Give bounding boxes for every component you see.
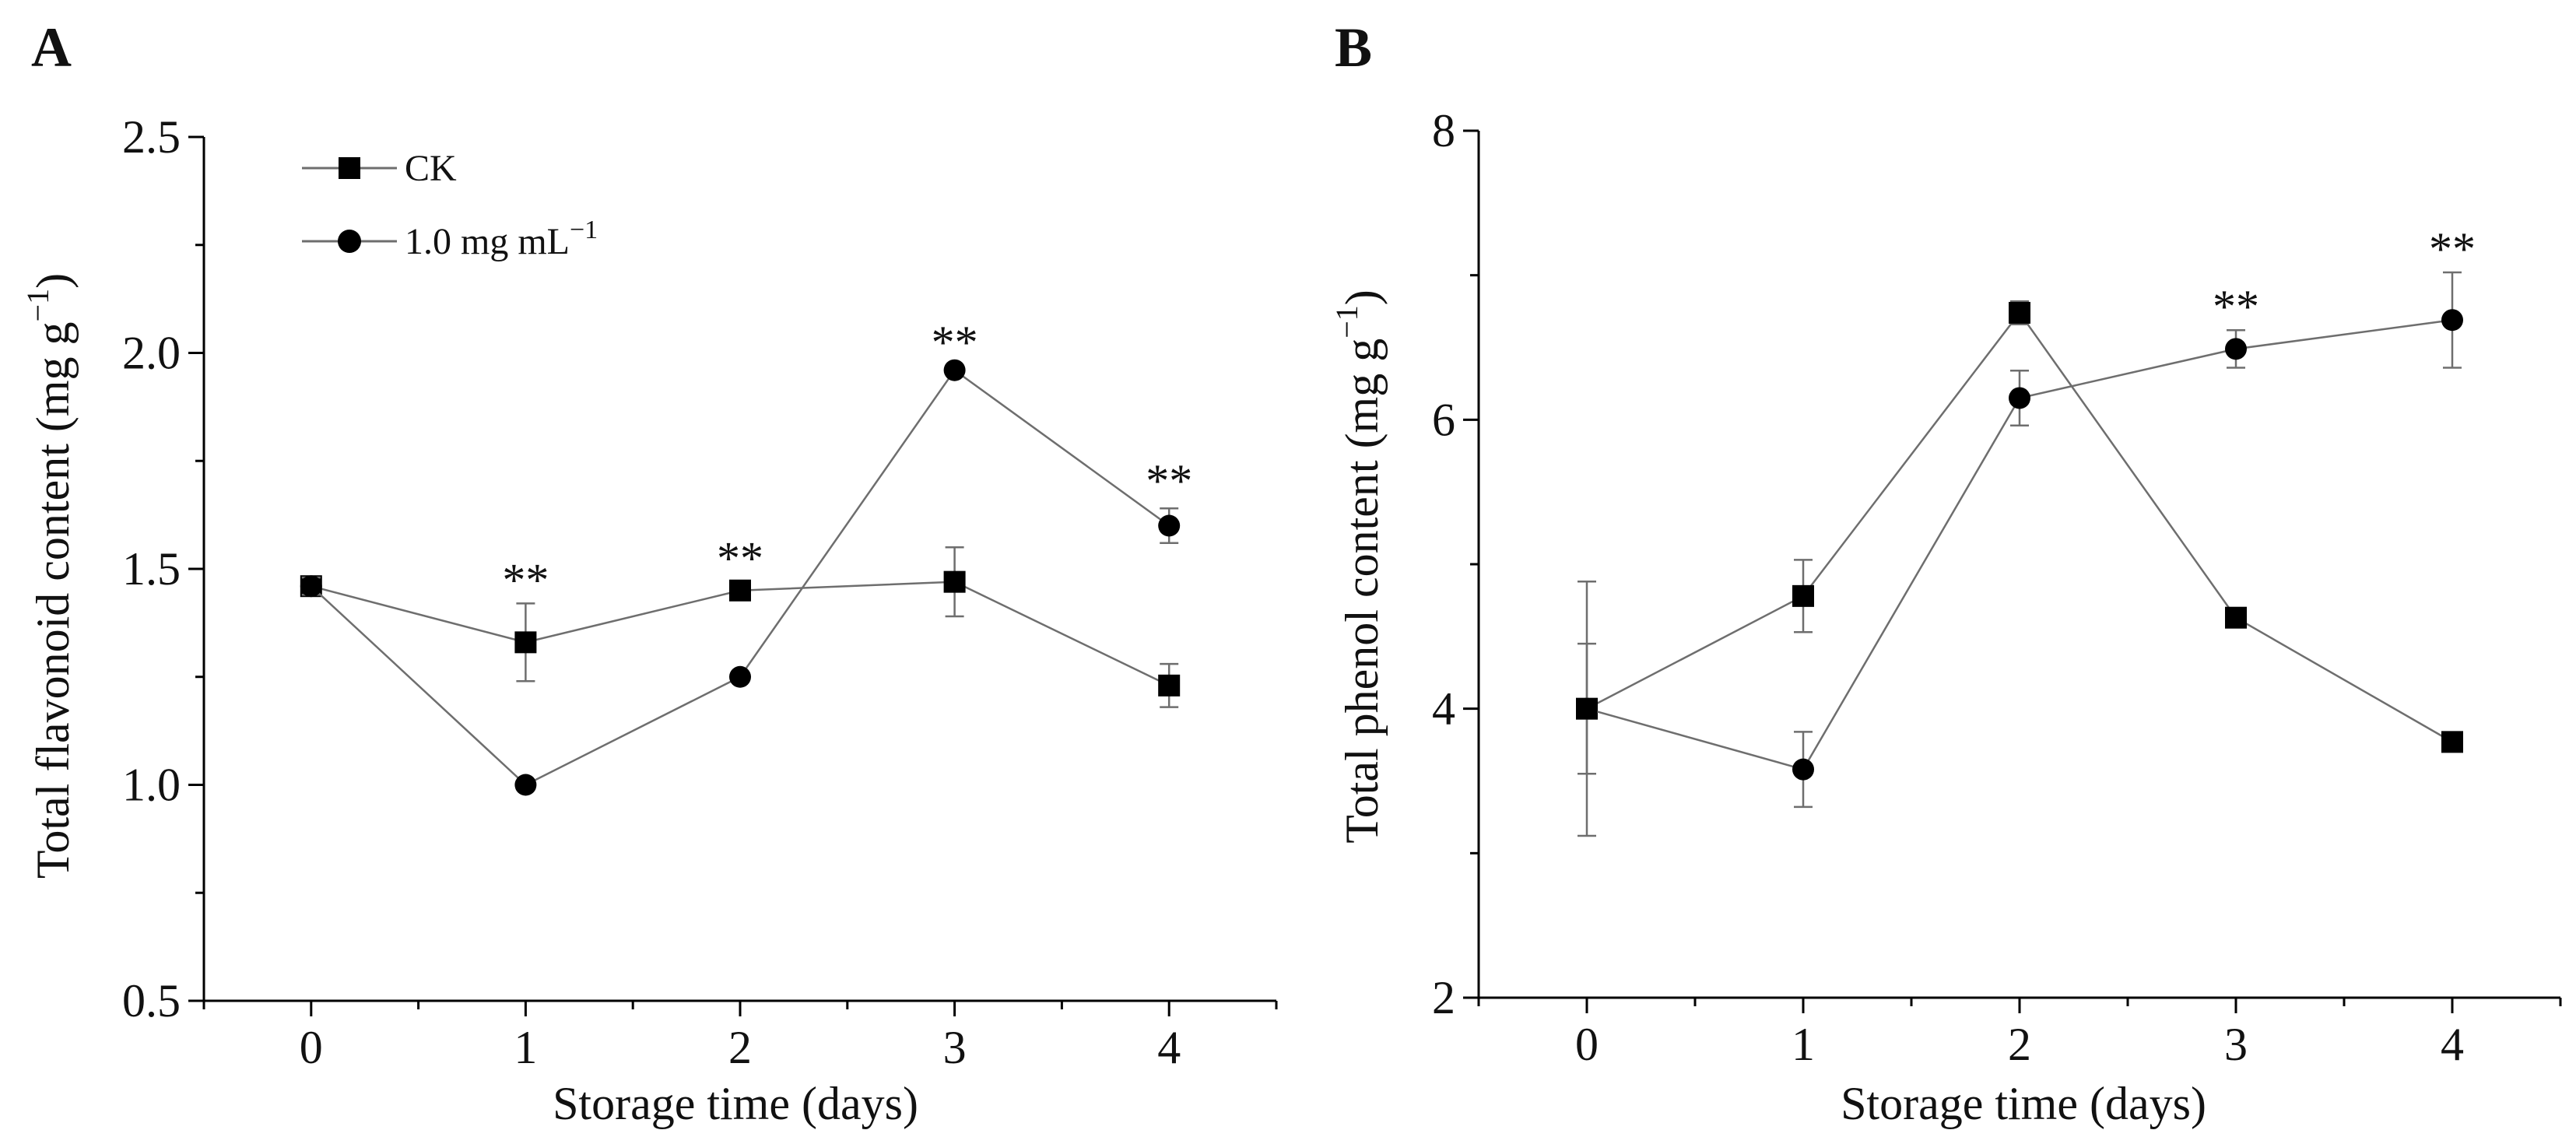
panel-a: A 0.5 1.0 1.5 2.0 2.5 0 1 2 3 4 ** ** ** ** Total fla… [20, 16, 1278, 1129]
panel-a-series-treatment-point [300, 575, 322, 598]
panel-a-series-ck-point [729, 579, 751, 602]
panel-a-x-tick-label: 4 [1157, 1022, 1181, 1073]
panel-a-letter: A [31, 16, 72, 79]
panel-a-series-treatment-point [729, 665, 751, 688]
panel-b-x-tick-label: 4 [2441, 1019, 2464, 1070]
panel-a-x-tick-label: 1 [514, 1022, 537, 1073]
panel-b-y-tick-label: 6 [1432, 394, 1455, 445]
panel-a-y-tick-label: 1.0 [122, 760, 181, 811]
panel-b-series-ck-point [1792, 584, 1814, 607]
panel-b-significance-marker: ** [2213, 281, 2259, 332]
panel-b-letter: B [1335, 16, 1372, 79]
panel-b-y-tick-label: 2 [1432, 972, 1455, 1023]
panel-a-series-treatment-point [1158, 514, 1181, 537]
panel-b-y-axis-title: Total phenol content (mg g−1) [1329, 290, 1388, 844]
panel-b-series-ck-point [2009, 301, 2030, 324]
panel-a-x-tick-label: 3 [943, 1022, 967, 1073]
panel-a-x-tick-label: 2 [728, 1022, 752, 1073]
panel-b-y-tick-label: 8 [1432, 105, 1455, 156]
panel-a-significance-marker: ** [502, 554, 549, 605]
panel-b-x-tick-label: 3 [2224, 1019, 2248, 1070]
legend-ck-label: CK [405, 148, 457, 189]
panel-b-series-treatment-point [2441, 309, 2463, 332]
panel-b-x-tick-label: 0 [1575, 1019, 1599, 1070]
panel-b-series-treatment-point [1792, 758, 1814, 781]
panel-b-series-ck-point [2441, 731, 2463, 753]
panel-b-x-tick-label: 2 [2008, 1019, 2031, 1070]
panel-a-y-tick-label: 0.5 [122, 975, 181, 1026]
panel-b-series-treatment-point [1576, 697, 1598, 720]
legend: CK 1.0 mg mL−1 [302, 148, 598, 262]
panel-b-series-ck-point [2225, 606, 2247, 629]
panel-a-x-axis-title: Storage time (days) [553, 1078, 918, 1129]
legend-treatment-label: 1.0 mg mL−1 [405, 216, 598, 262]
panel-b-x-axis-title: Storage time (days) [1841, 1078, 2206, 1129]
panel-b-plot: 2 4 6 8 0 1 2 3 4 ** ** [1432, 105, 2562, 1070]
legend-treatment-marker [338, 230, 361, 253]
panel-b-series-treatment-point [2225, 338, 2247, 360]
panel-a-x-tick-label: 0 [300, 1022, 323, 1073]
panel-b: B 2 4 6 8 0 1 2 3 4 ** ** Total phenol content (mg… [1329, 16, 2562, 1129]
panel-a-series-ck-point [943, 570, 966, 593]
panel-a-series-ck-point [514, 631, 537, 654]
panel-a-y-tick-label: 2.5 [122, 111, 181, 163]
panel-a-significance-marker: ** [1146, 455, 1192, 507]
panel-a-y-tick-label: 2.0 [122, 328, 181, 379]
panel-a-y-tick-label: 1.5 [122, 543, 181, 595]
panel-b-series-treatment-point [2009, 387, 2030, 409]
panel-b-x-tick-label: 1 [1792, 1019, 1815, 1070]
legend-ck-marker [339, 157, 360, 179]
panel-a-series-treatment-point [943, 359, 966, 381]
panel-b-significance-marker: ** [2429, 223, 2476, 275]
panel-b-y-tick-label: 4 [1432, 683, 1455, 735]
panel-a-significance-marker: ** [717, 533, 763, 584]
panel-a-series-treatment-point [514, 774, 537, 796]
panel-a-y-axis-title: Total flavonoid content (mg g−1) [20, 273, 79, 879]
panel-a-series-ck-point [1158, 674, 1181, 697]
panel-a-plot: 0.5 1.0 1.5 2.0 2.5 0 1 2 3 4 ** ** ** ** [122, 111, 1278, 1073]
panel-a-significance-marker: ** [932, 317, 978, 368]
